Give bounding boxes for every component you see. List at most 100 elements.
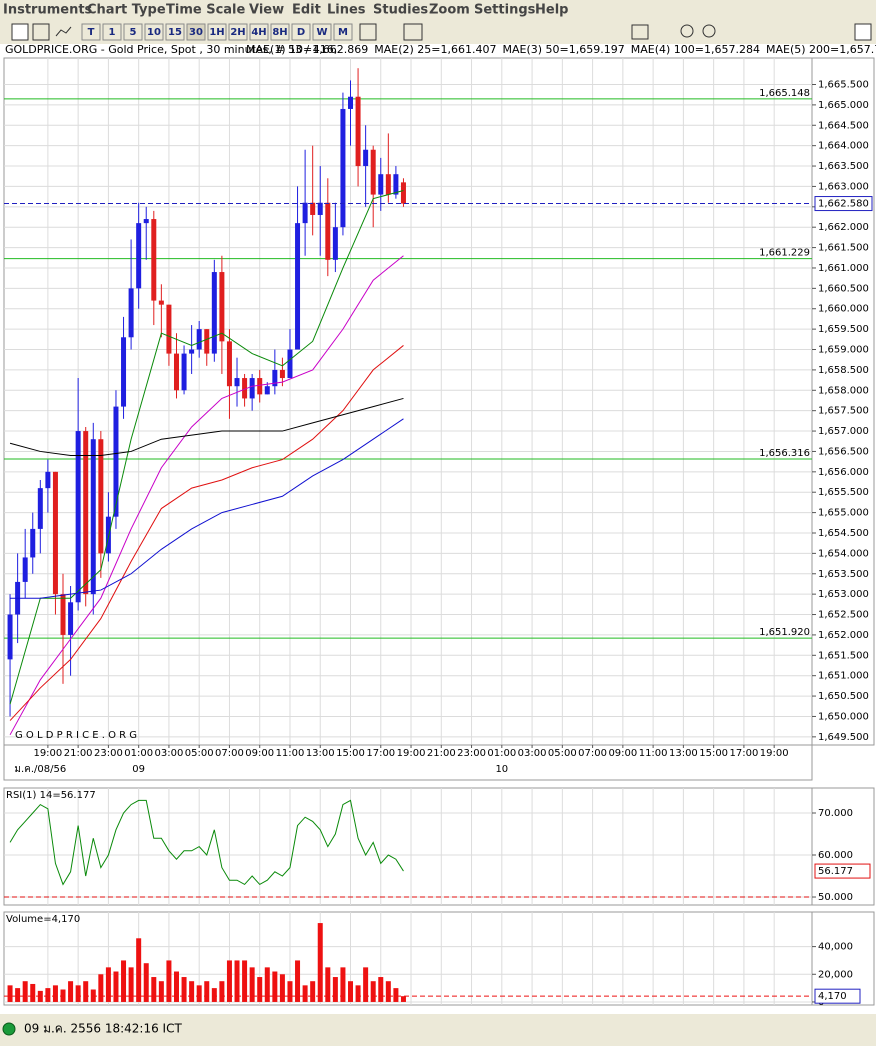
y-tick-label: 1,650.000 <box>818 711 869 722</box>
toolbar-button[interactable] <box>249 23 269 41</box>
icon-candles[interactable] <box>11 23 29 41</box>
candle-body <box>166 304 172 354</box>
menu-item[interactable]: Lines <box>327 3 366 18</box>
candle-body <box>264 386 270 395</box>
volume-bar <box>363 967 369 1002</box>
toolbar-button[interactable] <box>186 23 206 41</box>
toolbar-button[interactable] <box>165 23 185 41</box>
toolbar-button[interactable] <box>123 23 143 41</box>
y-tick-label: 1,661.500 <box>818 243 869 254</box>
volume-bar <box>143 963 149 1002</box>
menu-item[interactable]: Zoom <box>429 3 470 18</box>
icon-studies[interactable] <box>403 23 423 41</box>
volume-bar <box>370 981 376 1002</box>
menu-item[interactable]: View <box>249 3 284 18</box>
toolbar-button-label: 2H <box>230 27 245 38</box>
candle-body <box>370 149 376 195</box>
x-tick-label: 11:00 <box>639 748 668 759</box>
menu-item[interactable]: Time Scale <box>166 3 246 18</box>
icon-window[interactable] <box>854 23 872 41</box>
toolbar-button-label: 15 <box>168 27 182 38</box>
x-tick-label: 03:00 <box>518 748 547 759</box>
candle-body <box>325 202 331 260</box>
x-tick-label: 07:00 <box>215 748 244 759</box>
icon-line[interactable] <box>55 26 72 37</box>
price-axis <box>811 787 875 906</box>
volume-bar <box>105 967 111 1002</box>
toolbar-button[interactable] <box>144 23 164 41</box>
time-axis <box>3 744 813 781</box>
icon-zoom-in[interactable] <box>680 24 694 38</box>
volume-bar <box>166 960 172 1002</box>
volume-bar <box>151 977 157 1002</box>
candle-body <box>348 96 354 109</box>
moving-average <box>9 345 404 721</box>
menu-item[interactable]: Settings <box>474 3 536 18</box>
menu-item[interactable]: Instruments <box>3 3 93 18</box>
volume-bar <box>310 981 316 1002</box>
icon-crosshair[interactable] <box>359 23 377 41</box>
toolbar-button[interactable] <box>207 23 227 41</box>
x-tick-label: 21:00 <box>427 748 456 759</box>
last-value-box <box>814 863 871 879</box>
toolbar-button[interactable] <box>81 23 101 41</box>
x-tick-label: 17:00 <box>366 748 395 759</box>
y-tick-label: 1,652.000 <box>818 630 869 641</box>
legend-entry: MAE(3) 50=1,659.197 <box>503 43 625 56</box>
volume-bar <box>242 960 248 1002</box>
candle-body <box>272 369 278 387</box>
y-tick-label: 1,653.000 <box>818 589 869 600</box>
toolbar-button-label: 5 <box>130 27 137 38</box>
legend-entry: MAE(5) 200=1,657.760 <box>766 43 876 56</box>
menu-item[interactable]: Edit <box>292 3 321 18</box>
candle-body <box>143 219 149 224</box>
candle-body <box>37 488 43 529</box>
rsi-line <box>9 799 404 886</box>
toolbar-button[interactable] <box>270 23 290 41</box>
volume-bar <box>68 981 74 1002</box>
candle-body <box>7 614 13 660</box>
x-tick-label: 17:00 <box>729 748 758 759</box>
candle-body <box>158 300 164 305</box>
x-tick-label: 23:00 <box>94 748 123 759</box>
candle-body <box>98 439 104 554</box>
toolbar-button[interactable] <box>228 23 248 41</box>
y-tick-label: 1,654.500 <box>818 528 869 539</box>
candle-body <box>242 378 248 399</box>
y-tick-label: 1,663.000 <box>818 181 869 192</box>
icon-print[interactable] <box>631 24 649 40</box>
volume-bar <box>98 974 104 1002</box>
toolbar-button[interactable] <box>291 23 311 41</box>
icon-zoom-out[interactable] <box>702 24 716 38</box>
last-value-label: 56.177 <box>818 866 853 877</box>
candle-body <box>257 378 263 395</box>
x-tick-label: 13:00 <box>669 748 698 759</box>
toolbar-button[interactable] <box>102 23 122 41</box>
menu-item[interactable]: Studies <box>373 3 428 18</box>
panel-title: Volume=4,170 <box>6 914 80 925</box>
price-axis <box>811 57 875 746</box>
volume-bar <box>204 981 210 1002</box>
candle-body <box>52 471 58 595</box>
volume-bar <box>189 981 195 1002</box>
menu-item[interactable]: Help <box>535 3 568 18</box>
icon-bars[interactable] <box>32 23 50 41</box>
level-label: 1,665.148 <box>759 88 810 99</box>
volume-bar <box>400 996 406 1002</box>
volume-bar <box>257 977 263 1002</box>
y-tick-label: 1,660.000 <box>818 304 869 315</box>
menu-item[interactable]: Chart Type <box>87 3 166 18</box>
x-tick-label: 03:00 <box>155 748 184 759</box>
volume-bar <box>22 981 28 1002</box>
x-tick-label: 21:00 <box>64 748 93 759</box>
toolbar-button[interactable] <box>333 23 353 41</box>
status-bar <box>0 1014 876 1042</box>
candle-body <box>393 174 399 195</box>
toolbar-button-label: 30 <box>189 27 203 38</box>
volume-bar <box>332 977 338 1002</box>
x-tick-label: 23:00 <box>457 748 486 759</box>
y-tick-label: 1,658.000 <box>818 385 869 396</box>
candle-body <box>211 272 217 354</box>
toolbar-button[interactable] <box>312 23 332 41</box>
candle-body <box>310 202 316 215</box>
